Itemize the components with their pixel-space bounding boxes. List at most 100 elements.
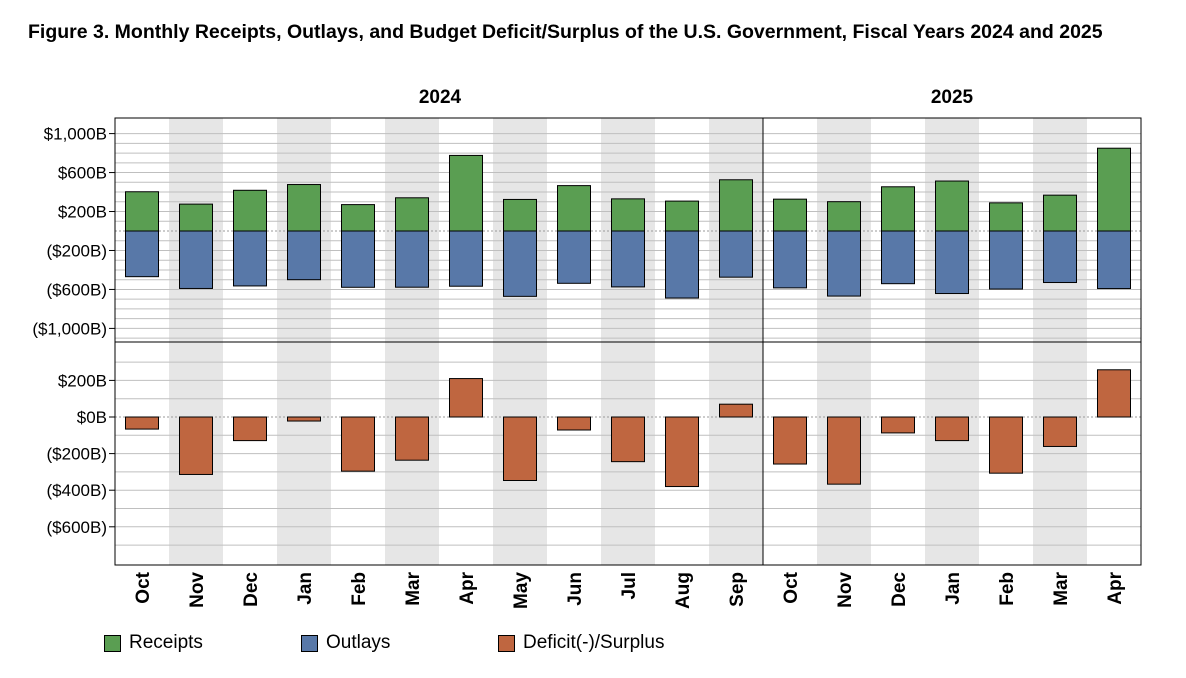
legend-swatch-deficit bbox=[498, 634, 515, 652]
bottom-y-tick-label: $0B bbox=[77, 408, 107, 427]
bar-deficit-surplus bbox=[719, 403, 753, 418]
bar-outlays bbox=[287, 230, 321, 281]
bar-outlays bbox=[341, 230, 375, 288]
legend-swatch-receipts bbox=[104, 634, 121, 652]
bar-outlays bbox=[179, 230, 213, 289]
chart-title: Figure 3. Monthly Receipts, Outlays, and… bbox=[28, 21, 1103, 43]
month-label: Mar bbox=[403, 571, 424, 605]
top-y-tick-label: $1,000B bbox=[44, 125, 107, 144]
bar-receipts bbox=[773, 198, 807, 232]
bar-deficit-surplus bbox=[449, 378, 483, 418]
bar-receipts bbox=[287, 184, 321, 232]
bar-deficit-surplus bbox=[503, 416, 537, 482]
bar-outlays bbox=[881, 230, 915, 285]
top-y-tick-label: ($200B) bbox=[47, 241, 107, 260]
bar-deficit-surplus bbox=[935, 416, 969, 442]
bar-outlays bbox=[1043, 230, 1077, 284]
month-label: May bbox=[511, 572, 532, 609]
bar-deficit-surplus bbox=[233, 416, 267, 442]
bar-receipts bbox=[449, 154, 483, 232]
bar-deficit-surplus bbox=[1043, 416, 1077, 447]
month-label: Aug bbox=[673, 572, 694, 609]
bar-outlays bbox=[773, 230, 807, 289]
bar-receipts bbox=[935, 180, 969, 232]
month-label: Feb bbox=[997, 572, 1018, 606]
bar-receipts bbox=[1097, 147, 1131, 232]
legend-label-deficit: Deficit(-)/Surplus bbox=[523, 632, 665, 653]
bar-receipts bbox=[233, 189, 267, 232]
bar-receipts bbox=[395, 197, 429, 232]
top-y-tick-label: $200B bbox=[58, 203, 107, 222]
bar-outlays bbox=[989, 230, 1023, 290]
month-label: Jan bbox=[943, 572, 964, 605]
bar-outlays bbox=[557, 230, 591, 284]
bar-outlays bbox=[935, 230, 969, 295]
legend-label-receipts: Receipts bbox=[129, 632, 203, 653]
month-label: Nov bbox=[835, 572, 856, 608]
legend-item-receipts: Receipts bbox=[104, 632, 203, 654]
bar-outlays bbox=[719, 230, 753, 278]
bottom-y-tick-label: ($400B) bbox=[47, 481, 107, 500]
top-y-tick-label: $600B bbox=[58, 164, 107, 183]
bar-outlays bbox=[395, 230, 429, 288]
legend-label-outlays: Outlays bbox=[326, 632, 391, 653]
bar-receipts bbox=[989, 202, 1023, 232]
bottom-y-tick-label: ($600B) bbox=[47, 518, 107, 537]
bar-receipts bbox=[611, 198, 645, 232]
bar-deficit-surplus bbox=[395, 416, 429, 461]
month-label: Apr bbox=[457, 571, 478, 604]
month-label: Oct bbox=[781, 571, 802, 603]
bottom-y-tick-label: ($200B) bbox=[47, 445, 107, 464]
bar-outlays bbox=[233, 230, 267, 287]
month-label: Oct bbox=[133, 571, 154, 603]
bar-deficit-surplus bbox=[557, 416, 591, 431]
top-y-tick-label: ($1,000B) bbox=[32, 319, 107, 338]
bar-deficit-surplus bbox=[989, 416, 1023, 474]
bar-receipts bbox=[125, 191, 159, 232]
bar-deficit-surplus bbox=[125, 416, 159, 430]
month-label: Jan bbox=[295, 572, 316, 605]
bar-outlays bbox=[449, 230, 483, 287]
year-label-2025: 2025 bbox=[931, 87, 974, 108]
bar-deficit-surplus bbox=[1097, 369, 1131, 418]
legend-swatch-outlays bbox=[301, 634, 318, 652]
month-label: Nov bbox=[187, 572, 208, 608]
chart-area: $1,000B $600B $200B ($200B) ($600B) ($1,000B)… bbox=[32, 87, 1142, 609]
bar-receipts bbox=[665, 200, 699, 232]
month-label: Dec bbox=[889, 572, 910, 607]
bar-outlays bbox=[611, 230, 645, 288]
month-label: Sep bbox=[727, 572, 748, 607]
month-label: Apr bbox=[1105, 571, 1126, 604]
bottom-y-tick-label: $200B bbox=[58, 371, 107, 390]
bar-receipts bbox=[827, 201, 861, 232]
bar-outlays bbox=[665, 230, 699, 299]
bar-receipts bbox=[341, 204, 375, 232]
legend-item-outlays: Outlays bbox=[301, 632, 390, 654]
legend-item-deficit: Deficit(-)/Surplus bbox=[498, 632, 664, 654]
bar-outlays bbox=[827, 230, 861, 297]
bar-deficit-surplus bbox=[665, 416, 699, 488]
bar-outlays bbox=[503, 230, 537, 297]
bar-receipts bbox=[881, 186, 915, 232]
bar-deficit-surplus bbox=[827, 416, 861, 485]
bar-receipts bbox=[179, 203, 213, 232]
bar-deficit-surplus bbox=[287, 416, 321, 422]
bar-deficit-surplus bbox=[341, 416, 375, 472]
bar-outlays bbox=[1097, 230, 1131, 290]
bar-deficit-surplus bbox=[881, 416, 915, 434]
bar-receipts bbox=[503, 198, 537, 232]
bar-deficit-surplus bbox=[611, 416, 645, 463]
month-label: Mar bbox=[1051, 571, 1072, 605]
bar-deficit-surplus bbox=[773, 416, 807, 465]
top-y-tick-label: ($600B) bbox=[47, 280, 107, 299]
month-label: Feb bbox=[349, 572, 370, 606]
month-label: Jul bbox=[619, 572, 640, 599]
month-label: Dec bbox=[241, 572, 262, 607]
bar-receipts bbox=[719, 179, 753, 232]
bar-receipts bbox=[557, 185, 591, 232]
bar-receipts bbox=[1043, 194, 1077, 232]
bar-outlays bbox=[125, 230, 159, 278]
year-label-2024: 2024 bbox=[419, 87, 462, 108]
bar-deficit-surplus bbox=[179, 416, 213, 475]
month-label: Jun bbox=[565, 572, 586, 606]
